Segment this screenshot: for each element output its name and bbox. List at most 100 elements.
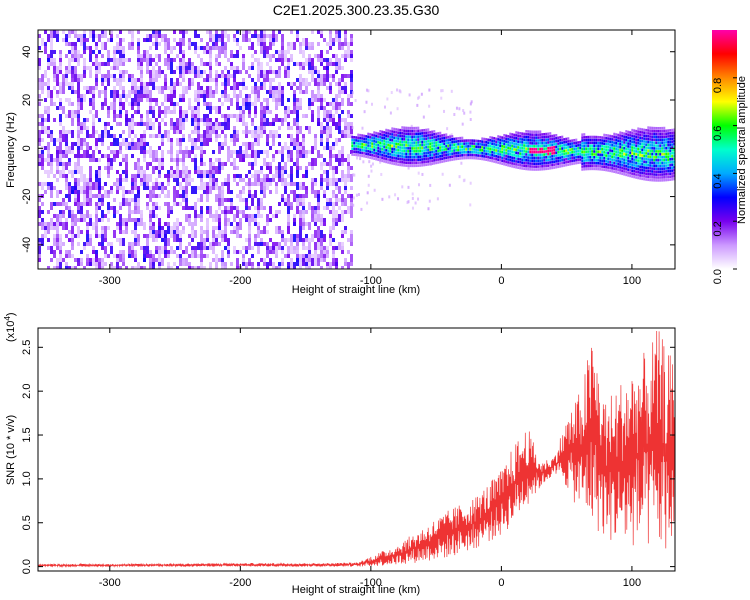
spectrogram-cell (215, 58, 218, 62)
spectrogram-cell (329, 46, 332, 50)
spectrogram-cell (551, 155, 554, 158)
spectrogram-cell (146, 98, 149, 102)
spectrogram-cell (236, 102, 239, 110)
spectrogram-cell (651, 135, 654, 139)
spectrogram-cell (218, 62, 221, 66)
spectrogram-cell (517, 143, 520, 146)
spectrogram-cell (453, 152, 456, 155)
spectrogram-cell (395, 148, 398, 152)
spectrogram-cell (385, 137, 388, 141)
spectrogram-cell (627, 159, 630, 163)
spectrogram-cell (481, 151, 484, 155)
spectrogram-cell (583, 156, 586, 159)
spectrogram-cell (631, 163, 634, 167)
spectrogram-cell (411, 135, 414, 139)
spectrogram-cell (107, 130, 110, 138)
spectrogram-cell (134, 122, 137, 126)
spectrogram-cell (194, 42, 197, 50)
spectrogram-cell (149, 58, 152, 66)
spectrogram-cell (341, 134, 344, 138)
spectrogram-cell (561, 141, 564, 145)
spectrogram-cell (44, 82, 47, 86)
spectrogram-cell (104, 122, 107, 126)
spectrogram-cell (579, 158, 582, 161)
spectrogram-cell (65, 254, 68, 258)
spectrogram-cell (332, 142, 335, 146)
spectrogram-cell (669, 146, 672, 150)
spectrogram-cell (435, 155, 438, 159)
spectrogram-cell (529, 162, 532, 165)
spectrogram-cell (122, 90, 125, 94)
spectrogram-cell (393, 133, 396, 137)
spectrogram-cell (191, 130, 194, 134)
spectrogram-cell (647, 137, 650, 141)
spectrogram-cell (104, 62, 107, 66)
spectrogram-cell (597, 144, 600, 148)
spectrogram-cell (413, 150, 416, 153)
spectrogram-cell (369, 153, 372, 157)
spectrogram-cell (92, 134, 95, 138)
spectrogram-cell (659, 167, 662, 171)
spectrogram-cell (332, 250, 335, 254)
spectrogram-cell (435, 144, 438, 147)
spectrogram-cell (405, 146, 408, 150)
spectrogram-cell (537, 139, 540, 142)
spectrogram-cell (449, 149, 452, 153)
spectrogram-cell (543, 159, 546, 162)
spectrogram-cell (450, 133, 453, 137)
spectrogram-cell (224, 42, 227, 50)
spectrogram-cell (269, 206, 272, 214)
spectrogram-cell (409, 150, 412, 153)
spectrogram-cell (513, 162, 516, 166)
spectrogram-cell (673, 154, 675, 158)
spectrogram-cell (146, 70, 149, 74)
spectrogram-cell (224, 198, 227, 202)
spectrogram-cell (116, 66, 119, 70)
spectrogram-cell (137, 94, 140, 102)
spectrogram-cell (263, 182, 266, 186)
spectrogram-cell (513, 139, 516, 143)
spectrogram-cell (533, 145, 536, 148)
spectrogram-cell (633, 129, 636, 132)
spectrogram-cell (445, 147, 448, 151)
spectrogram-cell (585, 138, 588, 142)
spectrogram-cell (645, 152, 648, 155)
spectrogram-cell (242, 258, 245, 262)
spectrogram-cell (206, 174, 209, 178)
spectrogram-cell (101, 42, 104, 50)
spectrogram-cell (491, 151, 494, 154)
spectrogram-cell (665, 161, 668, 164)
spectrogram-cell (191, 138, 194, 146)
spectrogram-cell (290, 126, 293, 130)
spectrogram-cell (47, 126, 50, 130)
spectrogram-cell (395, 154, 398, 157)
spectrogram-cell (405, 152, 408, 156)
spectrogram-cell (215, 34, 218, 42)
spectrogram-cell (381, 139, 384, 142)
spectrogram-cell (299, 106, 302, 110)
spectrogram-cell (495, 152, 498, 155)
spectrogram-cell (515, 142, 518, 146)
spectrogram-cell (437, 149, 440, 153)
spectrogram-cell (302, 186, 305, 190)
spectrogram-cell (395, 136, 398, 140)
spectrogram-cell (418, 183, 421, 187)
spectrogram-cell (375, 146, 378, 149)
spectrogram-cell (344, 178, 347, 186)
spectrogram-cell (308, 162, 311, 166)
spectrogram-cell (371, 162, 374, 166)
spectrogram-cell (619, 142, 622, 146)
spectrogram-cell (401, 158, 404, 161)
spectrogram-cell (92, 258, 95, 266)
spectrogram-cell (521, 152, 524, 156)
spectrogram-cell (248, 66, 251, 70)
spectrogram-cell (143, 38, 146, 42)
spectrogram-cell (44, 230, 47, 238)
spectrogram-cell (311, 114, 314, 122)
spectrogram-cell (281, 34, 284, 42)
spectrogram-cell (68, 58, 71, 66)
spectrogram-cell (437, 135, 440, 138)
spectrogram-cell (469, 117, 472, 121)
spectrogram-cell (98, 50, 101, 54)
spectrogram-cell (86, 242, 89, 246)
